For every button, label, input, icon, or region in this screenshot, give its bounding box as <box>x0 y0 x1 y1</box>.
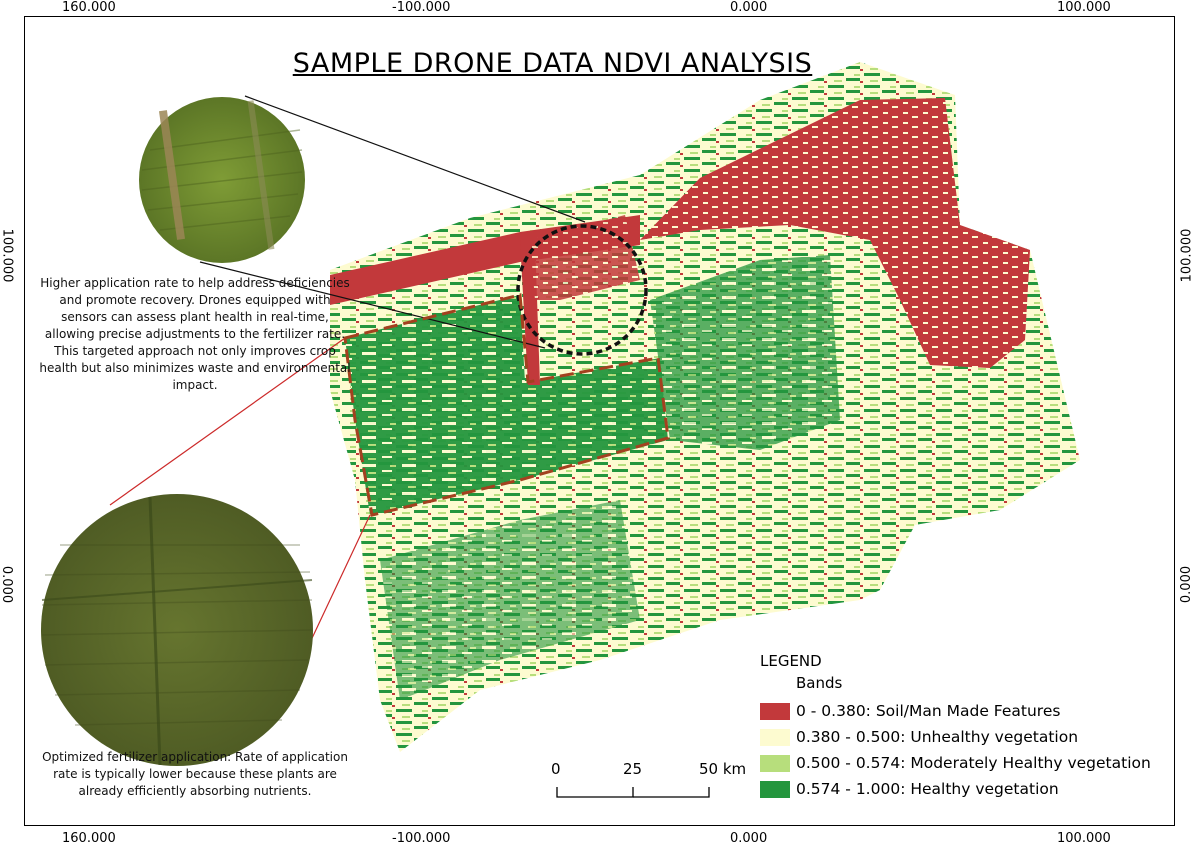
coord-top-160: 160.000 <box>62 0 116 15</box>
selection-circle <box>516 224 648 356</box>
photo-path <box>247 100 275 250</box>
scale-bar <box>556 787 710 798</box>
connector-line <box>109 337 346 506</box>
coord-bottom-100: 100.000 <box>1057 831 1111 846</box>
legend-label: 0.380 - 0.500: Unhealthy vegetation <box>796 728 1079 746</box>
legend-subtitle: Bands <box>796 674 843 692</box>
legend-item: 0.574 - 1.000: Healthy vegetation <box>760 776 1160 802</box>
legend-swatch <box>760 702 790 720</box>
caption-bottom: Optimized fertilizer application: Rate o… <box>42 750 348 798</box>
coord-bottom-160: 160.000 <box>62 831 116 846</box>
photo-row <box>148 496 162 766</box>
healthy-zone-mid <box>650 255 840 450</box>
coord-top-0: 0.000 <box>730 0 768 15</box>
legend-item: 0 - 0.380: Soil/Man Made Features <box>760 698 1160 724</box>
legend-swatch <box>760 728 790 746</box>
scale-label-25: 25 <box>623 760 643 778</box>
legend-title: LEGEND <box>760 652 822 670</box>
coord-bottom-neg100: -100.000 <box>392 831 451 846</box>
legend-label: 0 - 0.380: Soil/Man Made Features <box>796 702 1061 720</box>
legend-label: 0.574 - 1.000: Healthy vegetation <box>796 780 1059 798</box>
connector-line <box>199 261 546 349</box>
legend-item: 0.500 - 0.574: Moderately Healthy vegeta… <box>760 750 1160 776</box>
bottom-aerial-photo <box>41 494 313 766</box>
healthy-zone-bottom <box>380 500 640 700</box>
coord-bottom-0: 0.000 <box>730 831 768 846</box>
selection-polygon <box>343 293 670 517</box>
coord-top-100: 100.000 <box>1057 0 1111 15</box>
map-title: SAMPLE DRONE DATA NDVI ANALYSIS <box>292 48 813 79</box>
legend-item: 0.380 - 0.500: Unhealthy vegetation <box>760 724 1160 750</box>
legend-swatch <box>760 754 790 772</box>
photo-row <box>41 579 313 601</box>
photo-path <box>158 110 186 240</box>
scale-label-50: 50 km <box>699 760 747 778</box>
coord-top-neg100: -100.000 <box>392 0 451 15</box>
connector-line <box>244 95 586 223</box>
legend-label: 0.500 - 0.574: Moderately Healthy vegeta… <box>796 754 1151 772</box>
soil-patch <box>530 215 640 300</box>
caption-top: Higher application rate to help address … <box>39 276 351 392</box>
legend: LEGEND Bands 0 - 0.380: Soil/Man Made Fe… <box>760 652 1160 802</box>
legend-swatch <box>760 780 790 798</box>
soil-top-right <box>640 98 1030 368</box>
scale-label-0: 0 <box>551 760 561 778</box>
